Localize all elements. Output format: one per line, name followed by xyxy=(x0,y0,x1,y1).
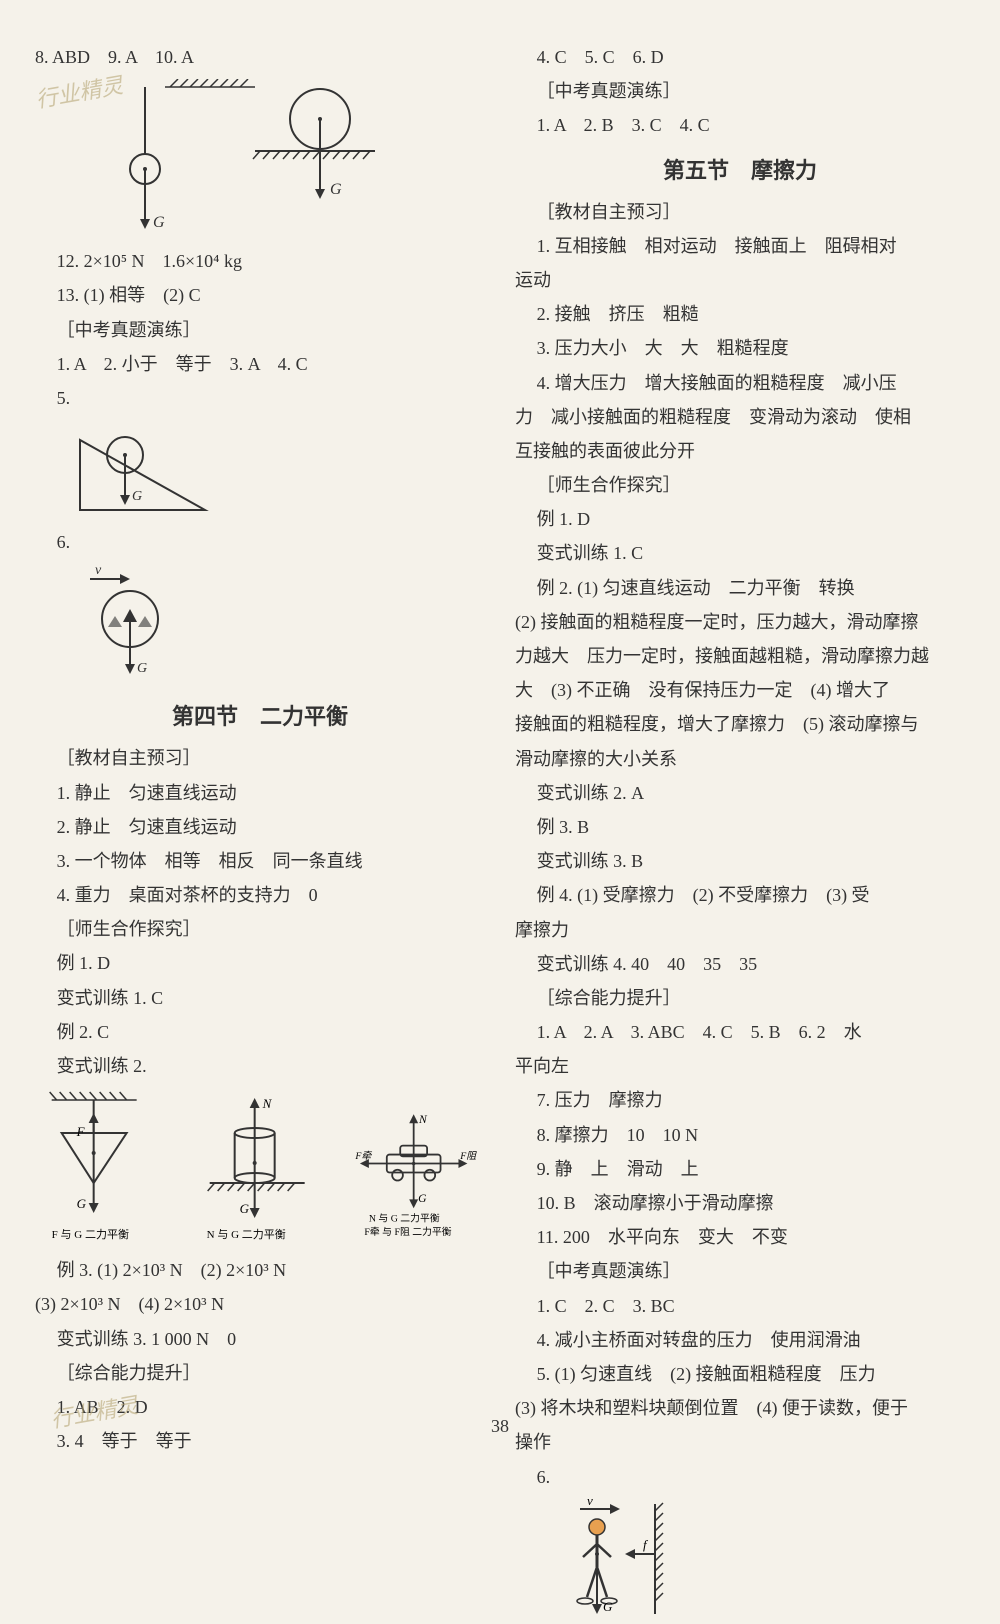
answer-line: 变式训练 2. A xyxy=(515,776,965,810)
answer-line: 变式训练 2. xyxy=(35,1049,485,1083)
section-heading: ［教材自主预习］ xyxy=(515,195,965,229)
answer-line: 力 减小接触面的粗糙程度 变滑动为滚动 使相 xyxy=(515,400,965,434)
answer-line: 10. B 滚动摩擦小于滑动摩擦 xyxy=(515,1186,965,1220)
section-title: 第四节 二力平衡 xyxy=(35,699,485,731)
answer-line: 2. 接触 挤压 粗糙 xyxy=(515,297,965,331)
svg-text:N 与 G 二力平衡: N 与 G 二力平衡 xyxy=(207,1228,286,1241)
answer-line: 9. 静 上 滑动 上 xyxy=(515,1152,965,1186)
answer-line: 4. 重力 桌面对茶杯的支持力 0 xyxy=(35,878,485,912)
right-column: 4. C 5. C 6. D ［中考真题演练］ 1. A 2. B 3. C 4… xyxy=(515,40,965,1427)
svg-text:F 与 G 二力平衡: F 与 G 二力平衡 xyxy=(52,1228,129,1241)
svg-text:f: f xyxy=(643,1537,649,1552)
answer-line: 3. 4 等于 等于 xyxy=(35,1424,485,1458)
answer-line: 变式训练 1. C xyxy=(515,536,965,570)
section-heading: ［师生合作探究］ xyxy=(515,468,965,502)
section-heading: ［中考真题演练］ xyxy=(515,1254,965,1288)
answer-line: 操作 xyxy=(515,1425,965,1459)
answer-line: 例 2. (1) 匀速直线运动 二力平衡 转换 xyxy=(515,571,965,605)
svg-text:F阻: F阻 xyxy=(459,1151,477,1162)
answer-line: 1. C 2. C 3. BC xyxy=(515,1289,965,1323)
answer-line: 8. ABD 9. A 10. A xyxy=(35,40,485,74)
answer-line: 平向左 xyxy=(515,1049,965,1083)
svg-text:N 与 G 二力平衡: N 与 G 二力平衡 xyxy=(369,1212,440,1225)
answer-line: 例 1. D xyxy=(35,946,485,980)
answer-line: 1. 静止 匀速直线运动 xyxy=(35,776,485,810)
answer-line: 13. (1) 相等 (2) C xyxy=(35,278,485,312)
section-heading: ［综合能力提升］ xyxy=(35,1356,485,1390)
answer-line: 例 3. (1) 2×10³ N (2) 2×10³ N xyxy=(35,1253,485,1287)
svg-text:F牵 与 F阻 二力平衡: F牵 与 F阻 二力平衡 xyxy=(364,1225,451,1238)
answer-line: 1. A 2. A 3. ABC 4. C 5. B 6. 2 水 xyxy=(515,1015,965,1049)
svg-text:v: v xyxy=(95,564,102,578)
svg-text:G: G xyxy=(132,489,142,504)
answer-line: 4. 增大压力 增大接触面的粗糙程度 减小压 xyxy=(515,366,965,400)
diagram-skater: v G xyxy=(515,1499,965,1624)
section-heading: ［综合能力提升］ xyxy=(515,981,965,1015)
answer-line: 5. xyxy=(35,381,485,415)
section-heading: ［师生合作探究］ xyxy=(35,912,485,946)
answer-line: 变式训练 3. 1 000 N 0 xyxy=(35,1322,485,1356)
answer-line: 变式训练 1. C xyxy=(35,981,485,1015)
page-number: 38 xyxy=(491,1416,509,1437)
answer-line: 4. 减小主桥面对转盘的压力 使用润滑油 xyxy=(515,1323,965,1357)
answer-line: 11. 200 水平向东 变大 不变 xyxy=(515,1220,965,1254)
answer-line: 运动 xyxy=(515,263,965,297)
diagram-three-forces: F G F 与 G 二力平衡 N xyxy=(35,1088,485,1248)
answer-line: 1. 互相接触 相对运动 接触面上 阻碍相对 xyxy=(515,229,965,263)
svg-text:G: G xyxy=(240,1201,250,1216)
svg-text:G: G xyxy=(330,181,342,198)
diagram-q6: v G xyxy=(35,564,485,684)
answer-line: 例 3. B xyxy=(515,810,965,844)
svg-text:F牵: F牵 xyxy=(354,1150,372,1162)
answer-line: 例 1. D xyxy=(515,502,965,536)
answer-line: (3) 2×10³ N (4) 2×10³ N xyxy=(35,1287,485,1321)
answer-line: 摩擦力 xyxy=(515,913,965,947)
answer-line: 变式训练 4. 40 40 35 35 xyxy=(515,947,965,981)
section-title: 第五节 摩擦力 xyxy=(515,153,965,185)
answer-line: 8. 摩擦力 10 10 N xyxy=(515,1118,965,1152)
answer-line: (2) 接触面的粗糙程度一定时，压力越大，滑动摩擦 xyxy=(515,605,965,639)
svg-text:G: G xyxy=(418,1192,427,1205)
section-heading: ［中考真题演练］ xyxy=(35,313,485,347)
left-column: 8. ABD 9. A 10. A xyxy=(35,40,485,1427)
svg-text:G: G xyxy=(77,1196,87,1211)
answer-line: (3) 将木块和塑料块颠倒位置 (4) 便于读数，便于 xyxy=(515,1391,965,1425)
svg-text:G: G xyxy=(137,661,147,676)
answer-line: 5. (1) 匀速直线 (2) 接触面粗糙程度 压力 xyxy=(515,1357,965,1391)
answer-line: 1. A 2. 小于 等于 3. A 4. C xyxy=(35,347,485,381)
answer-line: 3. 压力大小 大 大 粗糙程度 xyxy=(515,331,965,365)
svg-text:G: G xyxy=(153,214,165,231)
section-heading: ［教材自主预习］ xyxy=(35,741,485,775)
answer-line: 例 2. C xyxy=(35,1015,485,1049)
answer-line: 例 4. (1) 受摩擦力 (2) 不受摩擦力 (3) 受 xyxy=(515,878,965,912)
answer-line: 变式训练 3. B xyxy=(515,844,965,878)
svg-text:N: N xyxy=(418,1113,428,1126)
page-container: 8. ABD 9. A 10. A xyxy=(35,40,965,1427)
answer-line: 接触面的粗糙程度，增大了摩擦力 (5) 滚动摩擦与 xyxy=(515,707,965,741)
answer-line: 12. 2×10⁵ N 1.6×10⁴ kg xyxy=(35,244,485,278)
svg-text:v: v xyxy=(587,1499,593,1508)
answer-line: 4. C 5. C 6. D xyxy=(515,40,965,74)
answer-line: 1. A 2. B 3. C 4. C xyxy=(515,108,965,142)
answer-line: 7. 压力 摩擦力 xyxy=(515,1083,965,1117)
answer-line: 大 (3) 不正确 没有保持压力一定 (4) 增大了 xyxy=(515,673,965,707)
answer-line: 互接触的表面彼此分开 xyxy=(515,434,965,468)
answer-line: 6. xyxy=(515,1460,965,1494)
svg-text:N: N xyxy=(262,1096,273,1111)
answer-line: 滑动摩擦的大小关系 xyxy=(515,742,965,776)
answer-line: 6. xyxy=(35,525,485,559)
diagram-q11: G G xyxy=(35,79,485,239)
svg-text:F: F xyxy=(76,1124,86,1139)
answer-line: 3. 一个物体 相等 相反 同一条直线 xyxy=(35,844,485,878)
answer-line: 2. 静止 匀速直线运动 xyxy=(35,810,485,844)
svg-text:G: G xyxy=(603,1599,613,1614)
diagram-q5: G xyxy=(35,420,485,520)
answer-line: 力越大 压力一定时，接触面越粗糙，滑动摩擦力越 xyxy=(515,639,965,673)
section-heading: ［中考真题演练］ xyxy=(515,74,965,108)
